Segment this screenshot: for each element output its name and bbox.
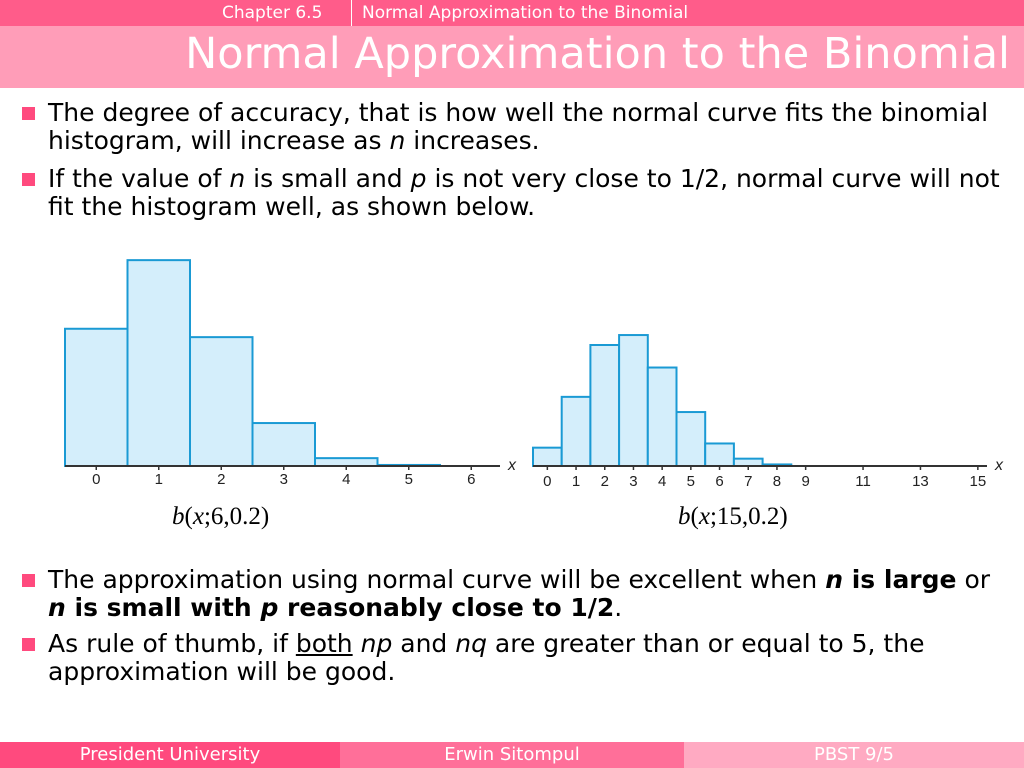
histogram-bar: [732, 457, 764, 467]
x-tick-label: 15: [970, 473, 987, 490]
slide-title: Normal Approximation to the Binomial: [185, 29, 1010, 79]
x-tick-label: 3: [280, 471, 288, 488]
bullet-text: The approximation using normal curve wil…: [48, 565, 991, 622]
x-tick-label: 8: [773, 473, 781, 490]
bullet-marker: [22, 574, 35, 587]
formula-b-x-15: b(x;15,0.2): [678, 503, 788, 530]
bullet-marker: [22, 173, 35, 186]
x-tick-label: 0: [543, 473, 551, 490]
bullet-marker: [22, 107, 35, 120]
x-tick-label: 4: [342, 471, 350, 488]
histogram-bar: [646, 366, 678, 467]
x-tick-label: 9: [801, 473, 809, 490]
x-tick-label: 1: [572, 473, 580, 490]
histogram-bar: [126, 259, 191, 467]
bullet-text: As rule of thumb, if both np and nq are …: [48, 629, 925, 686]
x-tick-label: 5: [687, 473, 695, 490]
histogram-bar: [189, 336, 254, 467]
x-tick-label: 6: [467, 471, 475, 488]
bullet-text: If the value of n is small and p is not …: [48, 164, 1000, 221]
footer: President University Erwin Sitompul PBST…: [0, 742, 1024, 768]
formula-b-x-6: b(x;6,0.2): [172, 503, 270, 530]
x-tick-label: 13: [912, 473, 929, 490]
x-tick-label: 7: [744, 473, 752, 490]
histogram-bar: [251, 422, 316, 467]
x-axis-label: x: [507, 457, 517, 474]
x-tick-label: 2: [217, 471, 225, 488]
x-tick-label: 1: [155, 471, 163, 488]
x-tick-label: 11: [855, 473, 871, 490]
chapter-label: Chapter 6.5: [222, 3, 323, 23]
footer-author: Erwin Sitompul: [340, 742, 684, 768]
histogram-bar: [704, 442, 735, 468]
top-bar: Chapter 6.5 Normal Approximation to the …: [0, 0, 1024, 26]
histogram-bar: [618, 334, 649, 467]
x-tick-label: 0: [92, 471, 100, 488]
histogram-bar: [675, 411, 707, 467]
footer-page: PBST 9/5: [684, 742, 1024, 768]
histogram-bar: [532, 446, 563, 467]
bullet-marker: [22, 638, 35, 651]
x-axis-label: x: [994, 457, 1004, 474]
histogram-bar: [560, 395, 592, 468]
histogram-bar: [589, 344, 621, 467]
x-tick-label: 6: [715, 473, 723, 490]
bullet-text: The degree of accuracy, that is how well…: [48, 98, 989, 155]
x-tick-label: 2: [601, 473, 609, 490]
title-bar: Normal Approximation to the Binomial: [0, 26, 1024, 88]
x-tick-label: 3: [629, 473, 637, 490]
histogram-bar: [314, 457, 379, 467]
x-tick-label: 5: [405, 471, 413, 488]
header-divider: [351, 0, 352, 26]
footer-institution: President University: [0, 742, 340, 768]
x-tick-label: 4: [658, 473, 666, 490]
header-subtitle: Normal Approximation to the Binomial: [362, 3, 689, 23]
histogram-bar: [64, 327, 129, 467]
